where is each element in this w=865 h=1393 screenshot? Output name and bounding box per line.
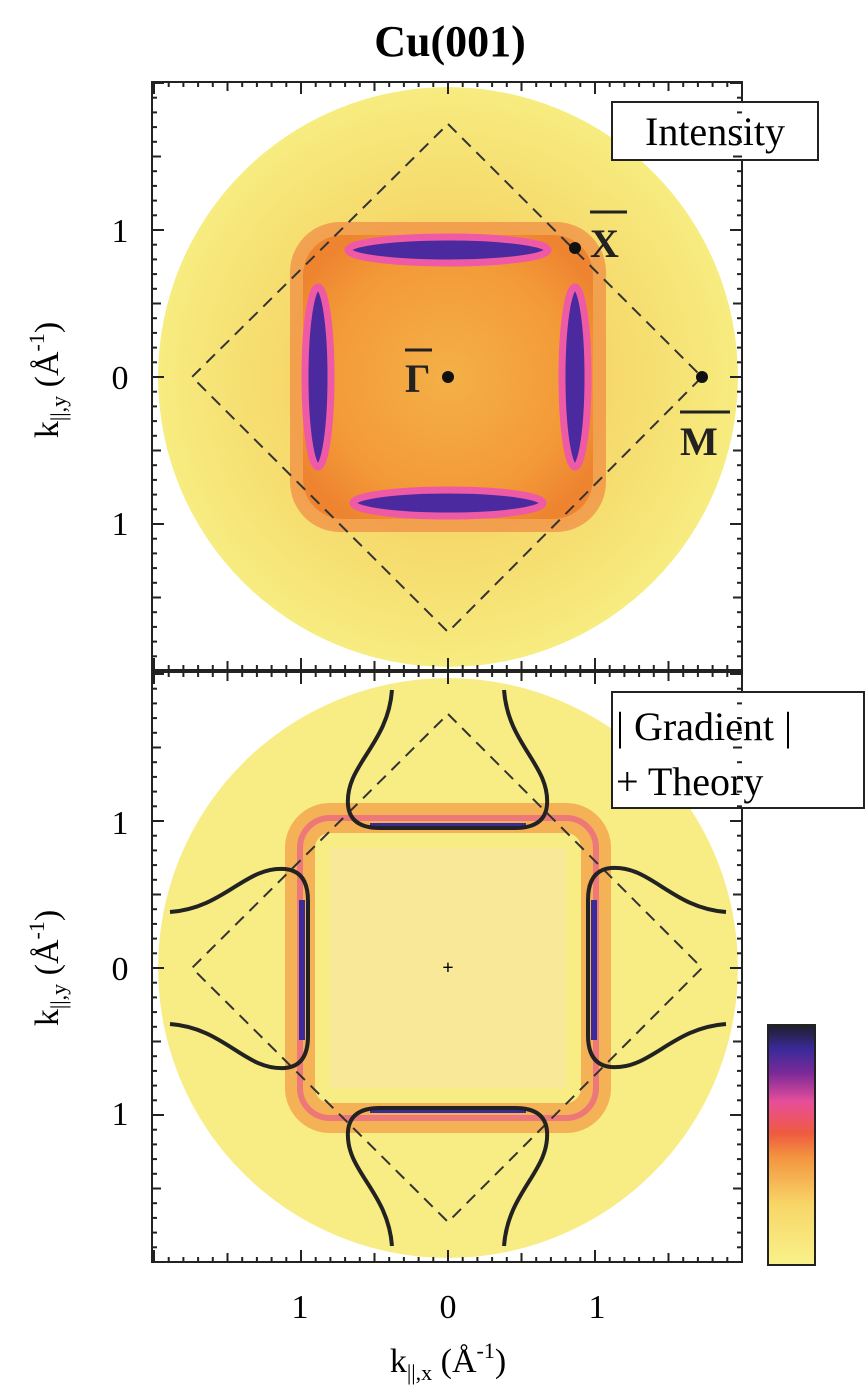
x-tick-label: 0 xyxy=(440,1289,457,1326)
colorbar xyxy=(768,1025,815,1265)
x-axis-label: k||,x (Å-1) xyxy=(390,1338,506,1385)
y-tick-label: 1 xyxy=(112,506,129,543)
title: Cu(001) xyxy=(374,17,526,66)
figure: Cu(001) X Γ M Intensity xyxy=(0,0,865,1393)
panel-label: + Theory xyxy=(616,759,763,804)
y-tick-label: 1 xyxy=(112,213,129,250)
svg-text:+: + xyxy=(442,957,453,979)
y-tick-label: 1 xyxy=(112,1096,129,1133)
panel-label: Intensity xyxy=(645,109,785,154)
point-label: X xyxy=(590,221,619,266)
point-label: Γ xyxy=(405,356,430,401)
point-label: M xyxy=(680,419,718,464)
y-tick-label: 0 xyxy=(112,360,129,397)
intensity-map: X Γ M Intensity xyxy=(152,82,818,670)
y-axis-label: k||,y (Å-1) xyxy=(24,322,71,438)
y-tick-label: 1 xyxy=(112,805,129,842)
y-axis-label: k||,y (Å-1) xyxy=(24,910,71,1026)
x-tick-label: 1 xyxy=(589,1289,606,1326)
x-tick-label: 1 xyxy=(292,1289,309,1326)
y-tick-label: 0 xyxy=(112,951,129,988)
gradient-map: + | Gradient | + Theory xyxy=(152,672,864,1262)
panel-label: | Gradient | xyxy=(616,704,792,749)
